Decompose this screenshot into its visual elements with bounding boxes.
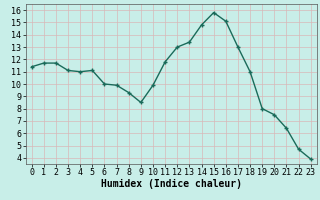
X-axis label: Humidex (Indice chaleur): Humidex (Indice chaleur) bbox=[101, 179, 242, 189]
